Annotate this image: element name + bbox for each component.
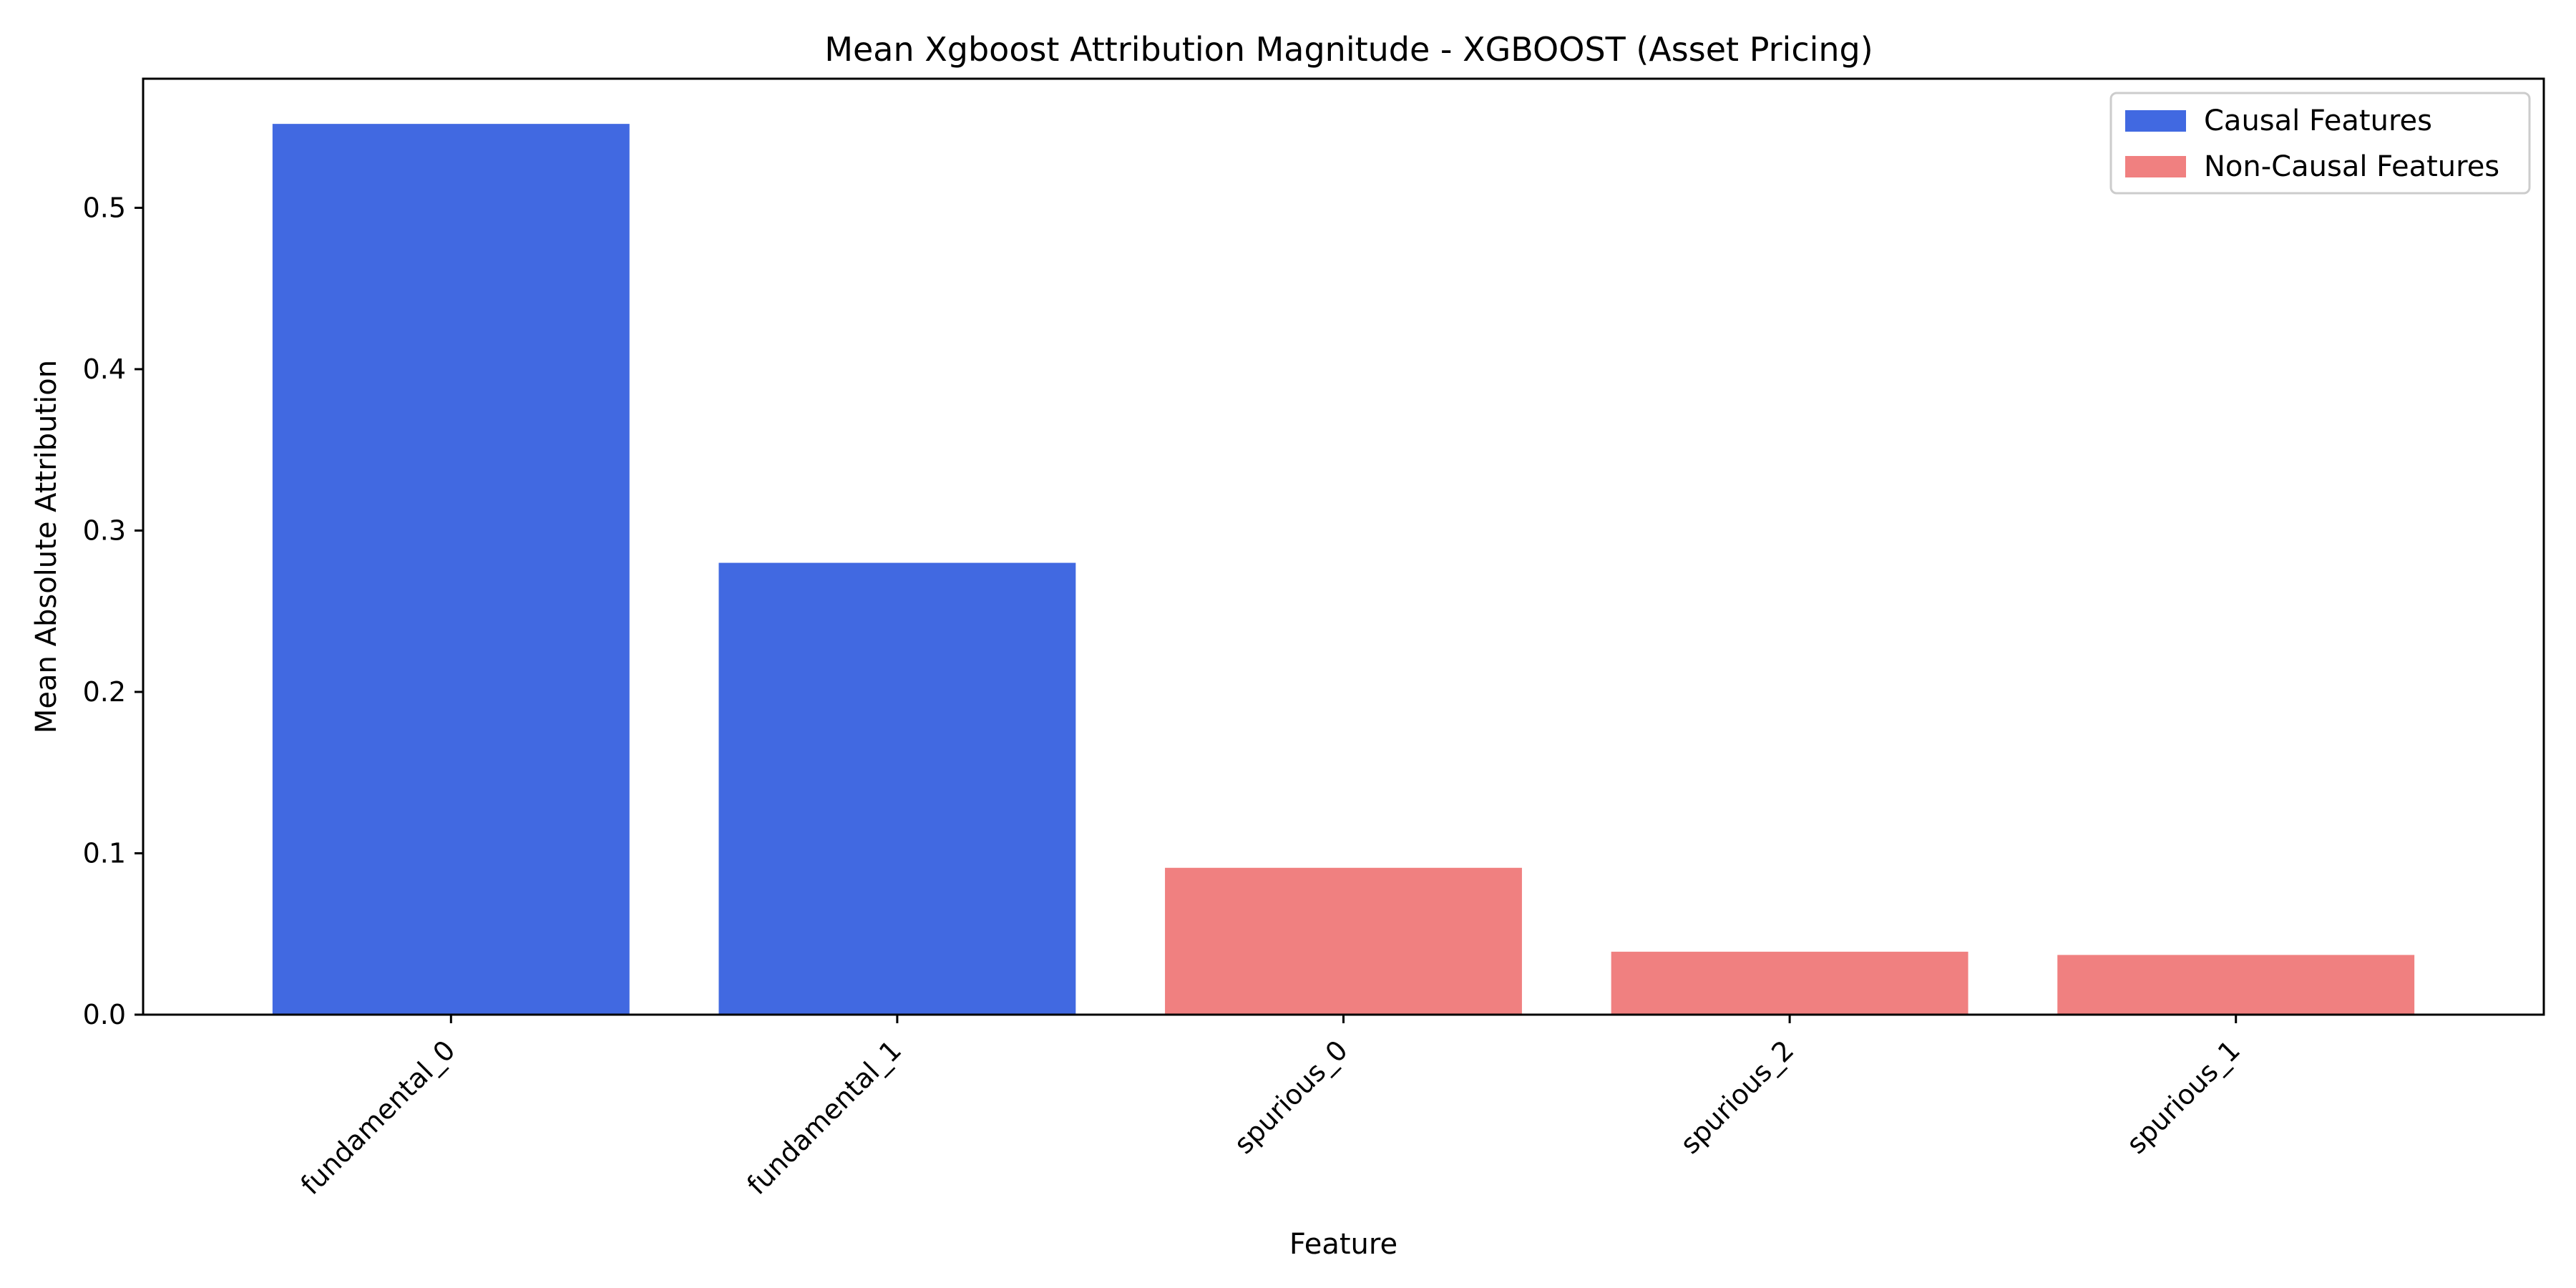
y-axis-ticks: 0.0 0.1 0.2 0.3 0.4 0.5 — [83, 192, 143, 1030]
legend-label-causal: Causal Features — [2204, 104, 2432, 137]
legend-label-non-causal: Non-Causal Features — [2204, 150, 2499, 183]
y-tick-label: 0.0 — [83, 999, 126, 1030]
bars-group — [272, 124, 2415, 1015]
legend: Causal Features Non-Causal Features — [2109, 92, 2531, 195]
bar-spurious_1 — [2057, 955, 2415, 1015]
y-axis-label: Mean Absolute Attribution — [30, 360, 63, 733]
x-tick-label: fundamental_0 — [295, 1034, 462, 1201]
x-axis-label: Feature — [1289, 1228, 1397, 1261]
x-tick-label: fundamental_1 — [741, 1034, 907, 1201]
x-tick-label: spurious_2 — [1674, 1034, 1800, 1160]
y-tick-label: 0.1 — [83, 837, 126, 869]
plot-frame — [142, 77, 2545, 1016]
legend-swatch-causal — [2125, 110, 2186, 132]
bar-fundamental_0 — [272, 124, 630, 1015]
legend-swatch-non-causal — [2125, 156, 2186, 177]
bar-spurious_2 — [1611, 952, 1968, 1015]
chart-title: Mean Xgboost Attribution Magnitude - XGB… — [824, 30, 1873, 69]
y-tick-label: 0.4 — [83, 353, 126, 385]
x-tick-label: spurious_0 — [1228, 1034, 1354, 1160]
y-tick-label: 0.3 — [83, 514, 126, 546]
y-tick-label: 0.5 — [83, 192, 126, 223]
x-axis-ticks: fundamental_0 fundamental_1 spurious_0 spur… — [295, 1015, 2246, 1201]
x-tick-label: spurious_1 — [2120, 1034, 2246, 1160]
bar-spurious_0 — [1165, 867, 1522, 1015]
legend-frame — [2109, 92, 2531, 195]
bar-fundamental_1 — [718, 562, 1076, 1015]
y-tick-label: 0.2 — [83, 676, 126, 708]
